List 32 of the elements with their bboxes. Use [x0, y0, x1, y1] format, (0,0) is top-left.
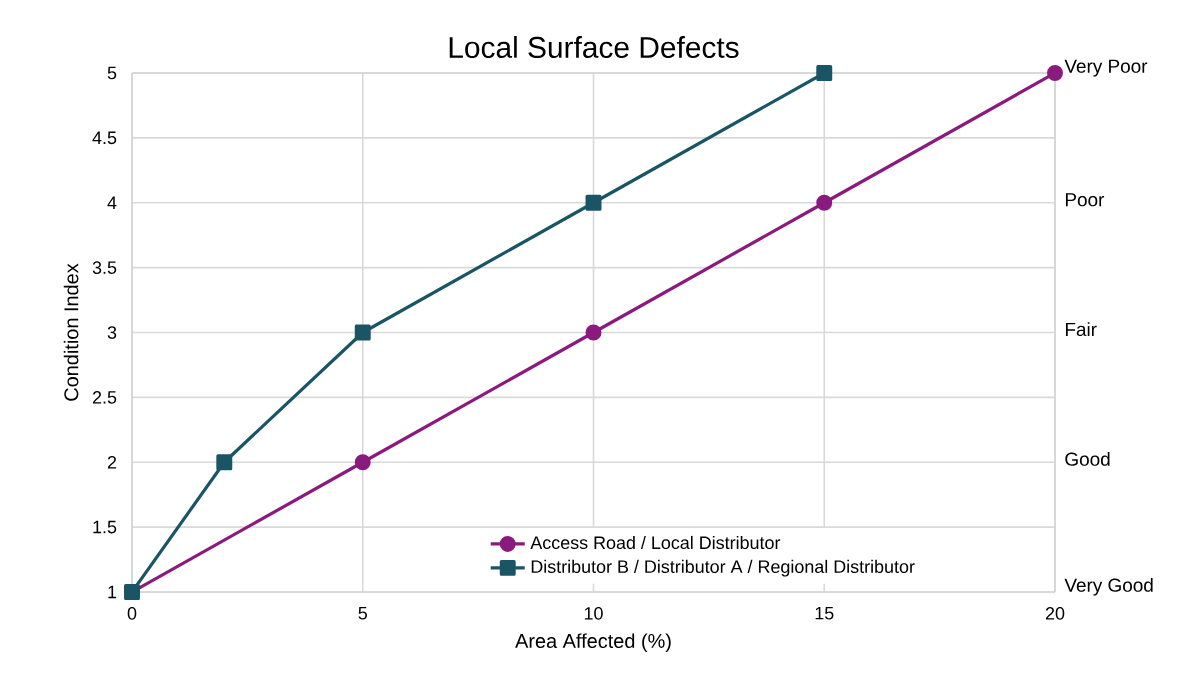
y-tick-label: 4.5	[92, 131, 117, 145]
point	[585, 194, 602, 211]
text: Very Good	[1064, 577, 1153, 596]
x-tick-label: 10	[584, 607, 603, 620]
text: Very Poor	[1064, 59, 1148, 77]
x-tick-label: 0	[127, 607, 137, 620]
x-axis-title: Area Affected (%)	[515, 633, 671, 652]
y-tick-label: 5	[107, 66, 117, 80]
point	[354, 454, 371, 471]
y-tick-label: 4	[107, 196, 117, 209]
chart-title: Local Surface Defects	[449, 36, 739, 58]
point	[1047, 65, 1063, 81]
legend-label: Access Road / Local Distributor	[530, 535, 781, 550]
point	[816, 65, 833, 81]
x-tick-label: 5	[358, 607, 367, 620]
y-tick-label: 2.5	[92, 391, 117, 404]
y-tick-label: 3	[107, 326, 117, 339]
y-tick-label: 1	[108, 585, 117, 599]
text: Good	[1065, 451, 1110, 466]
x-tick-label: 15	[815, 607, 834, 620]
x-tick-label: 20	[1045, 607, 1065, 620]
y-tick-label: 2	[107, 455, 117, 469]
text: Fair	[1065, 322, 1097, 337]
text: Poor	[1065, 193, 1105, 207]
point	[585, 324, 602, 341]
point	[216, 454, 233, 471]
point	[816, 194, 833, 211]
y-tick-label: 1.5	[93, 520, 117, 534]
y-tick-label: 3.5	[92, 261, 117, 274]
y-axis-title: Condition Index	[63, 263, 79, 401]
point	[354, 324, 371, 341]
legend-label: Distributor B / Distributor A / Regional Distributor	[531, 559, 915, 577]
